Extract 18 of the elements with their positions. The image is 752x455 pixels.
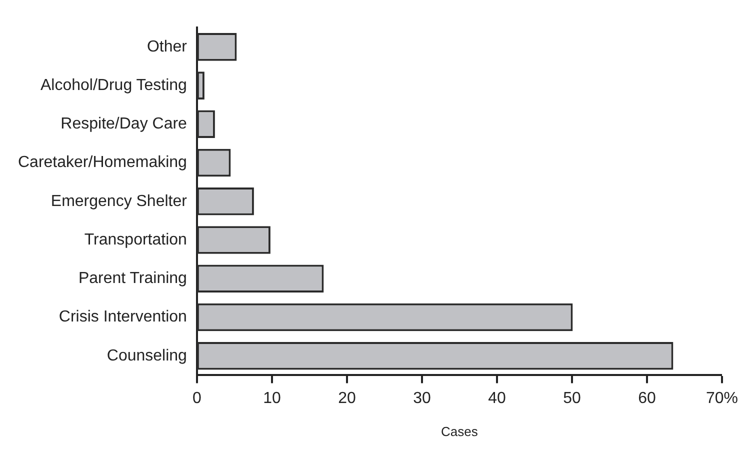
x-tick-label: 20 bbox=[338, 390, 356, 408]
y-tick-label: Alcohol/Drug Testing bbox=[40, 76, 187, 94]
x-tick-label: 50 bbox=[563, 390, 581, 408]
x-axis-title: Cases bbox=[441, 424, 478, 439]
y-tick-label: Caretaker/Homemaking bbox=[18, 154, 187, 172]
x-tick-label: 30 bbox=[413, 390, 431, 408]
y-tick-label: Counseling bbox=[106, 347, 187, 364]
x-tick-label: 10 bbox=[263, 390, 281, 408]
y-tick-label: Parent Training bbox=[78, 270, 187, 288]
x-tick-label: 0 bbox=[192, 390, 202, 408]
y-tick-label: Transportation bbox=[84, 231, 187, 248]
x-tick-label: 70% bbox=[706, 390, 738, 408]
y-tick-label: Respite/Day Care bbox=[60, 116, 188, 133]
y-tick-label: Crisis Intervention bbox=[58, 308, 187, 326]
y-tick-label: Other bbox=[146, 38, 188, 56]
x-tick-label: 40 bbox=[488, 390, 506, 408]
x-tick-label: 60 bbox=[638, 390, 656, 408]
y-tick-label: Emergency Shelter bbox=[50, 192, 188, 210]
